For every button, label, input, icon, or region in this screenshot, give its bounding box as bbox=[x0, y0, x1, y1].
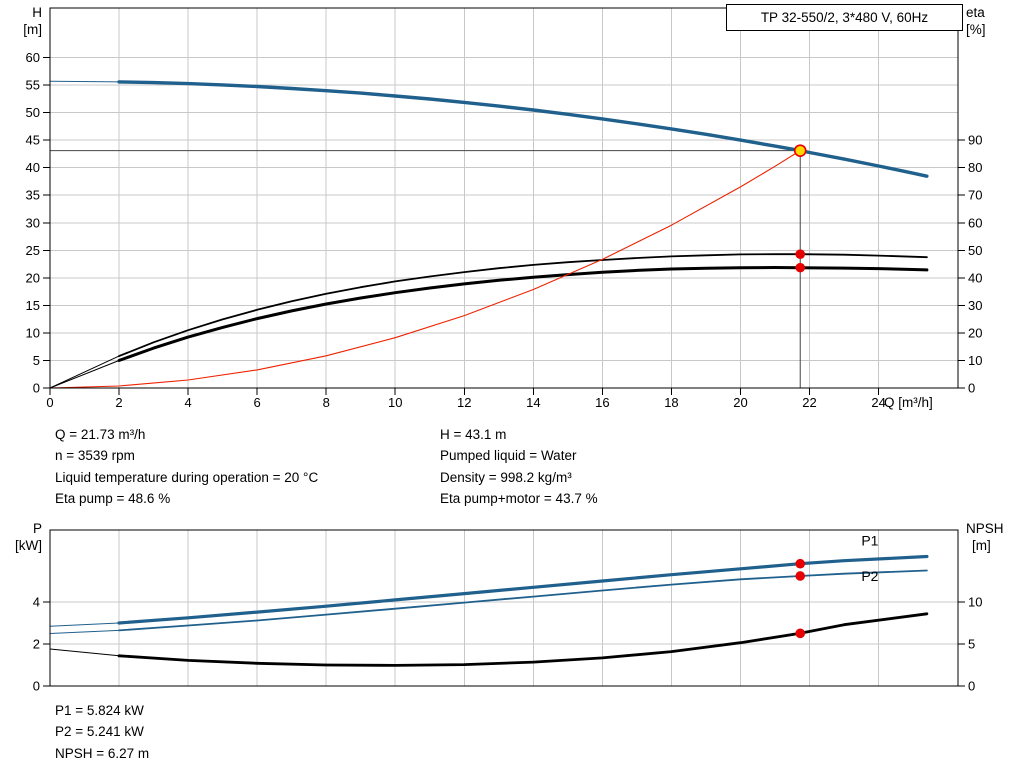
eta-pump-motor-curve-lead bbox=[49, 360, 120, 389]
p1-curve bbox=[117, 554, 929, 625]
x-tick-label: 14 bbox=[526, 395, 540, 410]
x-tick-label: 4 bbox=[184, 395, 191, 410]
p1-curve-lead bbox=[49, 622, 120, 627]
x-tick-label: 8 bbox=[323, 395, 330, 410]
y-right-tick-label: 70 bbox=[968, 188, 982, 203]
npsh-curve-lead bbox=[49, 648, 120, 657]
y-right-tick-label: 10 bbox=[968, 353, 982, 368]
x-tick-label: 16 bbox=[595, 395, 609, 410]
info-line-density: Density = 998.2 kg/m³ bbox=[440, 469, 572, 485]
x-tick-label: 24 bbox=[871, 395, 885, 410]
x-tick-label: 12 bbox=[457, 395, 471, 410]
pump-qh-curve bbox=[117, 80, 929, 178]
info-line-eta-pump-motor: Eta pump+motor = 43.7 % bbox=[440, 491, 598, 507]
eta-pump-duty-dot bbox=[795, 249, 806, 259]
y-right-tick-label: 60 bbox=[968, 215, 982, 230]
npsh-axis-unit: [m] bbox=[972, 538, 991, 553]
x-tick-label: 18 bbox=[664, 395, 678, 410]
y-right-tick-label: 80 bbox=[968, 160, 982, 175]
x-tick-label: 0 bbox=[46, 395, 53, 410]
power-info-column: P1 = 5.824 kW P2 = 5.241 kW NPSH = 6.27 … bbox=[55, 700, 149, 764]
p1-duty-dot bbox=[795, 558, 806, 569]
y-left-tick-label: 20 bbox=[26, 270, 40, 285]
y-right-tick-label: 50 bbox=[968, 243, 982, 258]
eta-pump-curve bbox=[118, 253, 928, 357]
y-left-tick-label: 0 bbox=[33, 679, 40, 694]
q-axis-label: Q [m³/h] bbox=[884, 395, 933, 410]
y-left-tick-label: 35 bbox=[26, 188, 40, 203]
plot-border bbox=[49, 7, 959, 389]
y-left-tick-label: 5 bbox=[33, 353, 40, 368]
qh-eta-chart[interactable]: 0510152025303540455055600102030405060708… bbox=[0, 0, 1024, 416]
y-right-tick-label: 20 bbox=[968, 325, 982, 340]
p1-curve-label: P1 bbox=[861, 532, 878, 548]
y-right-tick-label: 30 bbox=[968, 298, 982, 313]
duty-info-right-column: H = 43.1 m Pumped liquid = Water Density… bbox=[440, 424, 598, 510]
y-left-tick-label: 4 bbox=[33, 595, 40, 610]
info-line-temp: Liquid temperature during operation = 20… bbox=[55, 469, 319, 485]
p-axis-label: P bbox=[32, 521, 42, 536]
p2-curve-label: P2 bbox=[861, 568, 878, 584]
h-axis-label: H bbox=[32, 5, 42, 20]
y-right-tick-label: 40 bbox=[968, 270, 982, 285]
info-line-eta-pump: Eta pump = 48.6 % bbox=[55, 491, 171, 507]
info-line-h: H = 43.1 m bbox=[440, 427, 507, 442]
info-line-liquid: Pumped liquid = Water bbox=[440, 448, 577, 464]
y-left-tick-label: 40 bbox=[26, 160, 40, 175]
p2-curve bbox=[118, 569, 928, 632]
y-right-tick-label: 90 bbox=[968, 133, 982, 148]
plot-border bbox=[49, 529, 959, 687]
y-right-tick-label: 5 bbox=[968, 636, 975, 651]
h-axis-unit: [m] bbox=[23, 22, 42, 37]
eta-pump-motor-curve bbox=[117, 266, 929, 362]
npsh-axis-label: NPSH bbox=[966, 521, 1004, 536]
x-tick-label: 20 bbox=[733, 395, 747, 410]
eta-pump-curve-lead bbox=[49, 355, 120, 389]
p2-curve-lead bbox=[49, 629, 120, 634]
y-left-tick-label: 60 bbox=[26, 50, 40, 65]
info-line-npsh: NPSH = 6.27 m bbox=[55, 745, 150, 761]
info-line-p1: P1 = 5.824 kW bbox=[55, 703, 144, 718]
npsh-duty-dot bbox=[795, 628, 806, 639]
y-left-tick-label: 10 bbox=[26, 325, 40, 340]
system-curve bbox=[49, 150, 801, 389]
info-line-n: n = 3539 rpm bbox=[55, 448, 135, 464]
duty-info-left-column: Q = 21.73 m³/h n = 3539 rpm Liquid tempe… bbox=[55, 424, 318, 510]
x-tick-label: 10 bbox=[388, 395, 402, 410]
y-left-tick-label: 0 bbox=[33, 381, 40, 396]
y-left-tick-label: 15 bbox=[26, 298, 40, 313]
duty-point-marker[interactable] bbox=[793, 144, 807, 157]
y-left-tick-label: 30 bbox=[26, 215, 40, 230]
x-tick-label: 2 bbox=[115, 395, 122, 410]
y-left-tick-label: 55 bbox=[26, 78, 40, 93]
y-right-tick-label: 10 bbox=[968, 594, 982, 609]
pump-qh-curve-lead bbox=[49, 80, 120, 83]
info-line-p2: P2 = 5.241 kW bbox=[55, 724, 144, 740]
y-right-tick-label: 0 bbox=[968, 381, 975, 396]
y-right-tick-label: 0 bbox=[968, 679, 975, 694]
info-line-q: Q = 21.73 m³/h bbox=[55, 427, 146, 442]
x-tick-label: 6 bbox=[254, 395, 261, 410]
eta-pump-motor-duty-dot bbox=[795, 262, 806, 273]
y-left-tick-label: 25 bbox=[26, 243, 40, 258]
y-left-tick-label: 45 bbox=[26, 133, 40, 148]
eta-axis-unit: [%] bbox=[966, 22, 986, 37]
pump-model-box: TP 32-550/2, 3*480 V, 60Hz bbox=[726, 4, 963, 31]
p-axis-unit: [kW] bbox=[15, 538, 42, 553]
eta-axis-label: eta bbox=[966, 5, 985, 20]
x-tick-label: 22 bbox=[802, 395, 816, 410]
y-left-tick-label: 2 bbox=[33, 637, 40, 652]
power-npsh-chart[interactable]: P2 P1 0 2 4 0 5 10 bbox=[0, 518, 1024, 698]
y-left-tick-label: 50 bbox=[26, 105, 40, 120]
p2-duty-dot bbox=[795, 571, 806, 581]
